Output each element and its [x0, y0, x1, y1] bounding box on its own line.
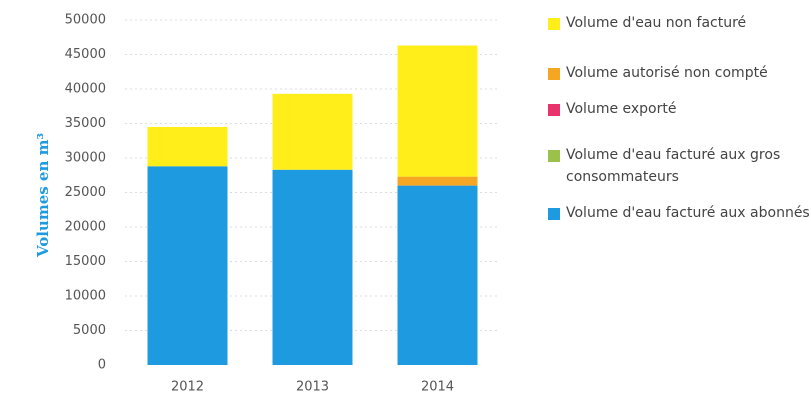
- bar-segment: [397, 176, 478, 186]
- legend-swatch: [548, 104, 560, 116]
- y-tick-label: 25000: [65, 185, 106, 200]
- y-tick-label: 30000: [65, 151, 106, 166]
- bar-segment: [147, 126, 228, 167]
- legend-label: Volume exporté: [566, 101, 677, 117]
- x-tick-label: 2012: [171, 380, 204, 395]
- bar-segment: [397, 185, 478, 365]
- y-tick-label: 20000: [65, 220, 106, 235]
- legend-swatch: [548, 18, 560, 30]
- y-tick-label: 50000: [65, 13, 106, 28]
- legend-item: Volume autorisé non compté: [548, 62, 810, 84]
- bar-segment: [272, 169, 353, 365]
- legend-label: Volume d'eau facturé aux abonnés: [566, 205, 810, 221]
- bar-segment: [147, 166, 228, 365]
- legend-item: Volume exporté: [548, 98, 810, 120]
- y-tick-label: 45000: [65, 47, 106, 62]
- legend-swatch: [548, 150, 560, 162]
- legend-item: Volume d'eau facturé aux abonnés: [548, 202, 810, 224]
- y-tick-label: 15000: [65, 254, 106, 269]
- x-tick-label: 2013: [296, 380, 329, 395]
- x-tick-label: 2014: [421, 380, 454, 395]
- legend-swatch: [548, 208, 560, 220]
- legend-label: Volume d'eau non facturé: [566, 15, 747, 31]
- y-tick-label: 40000: [65, 82, 106, 97]
- y-tick-label: 10000: [65, 289, 106, 304]
- y-tick-label: 35000: [65, 116, 106, 131]
- bar-segment: [272, 93, 353, 170]
- legend-label: Volume autorisé non compté: [566, 65, 768, 81]
- legend-label: Volume d'eau facturé aux gros consommate…: [566, 147, 781, 185]
- legend-swatch: [548, 68, 560, 80]
- y-axis-label: Volumes en m³: [34, 133, 52, 258]
- legend-item: Volume d'eau non facturé: [548, 12, 810, 34]
- bar-segment: [397, 45, 478, 177]
- legend: Volume d'eau non facturé Volume autorisé …: [548, 12, 810, 224]
- legend-item: Volume d'eau facturé aux gros consommate…: [548, 144, 810, 188]
- y-tick-label: 0: [98, 358, 106, 373]
- y-tick-label: 5000: [73, 323, 106, 338]
